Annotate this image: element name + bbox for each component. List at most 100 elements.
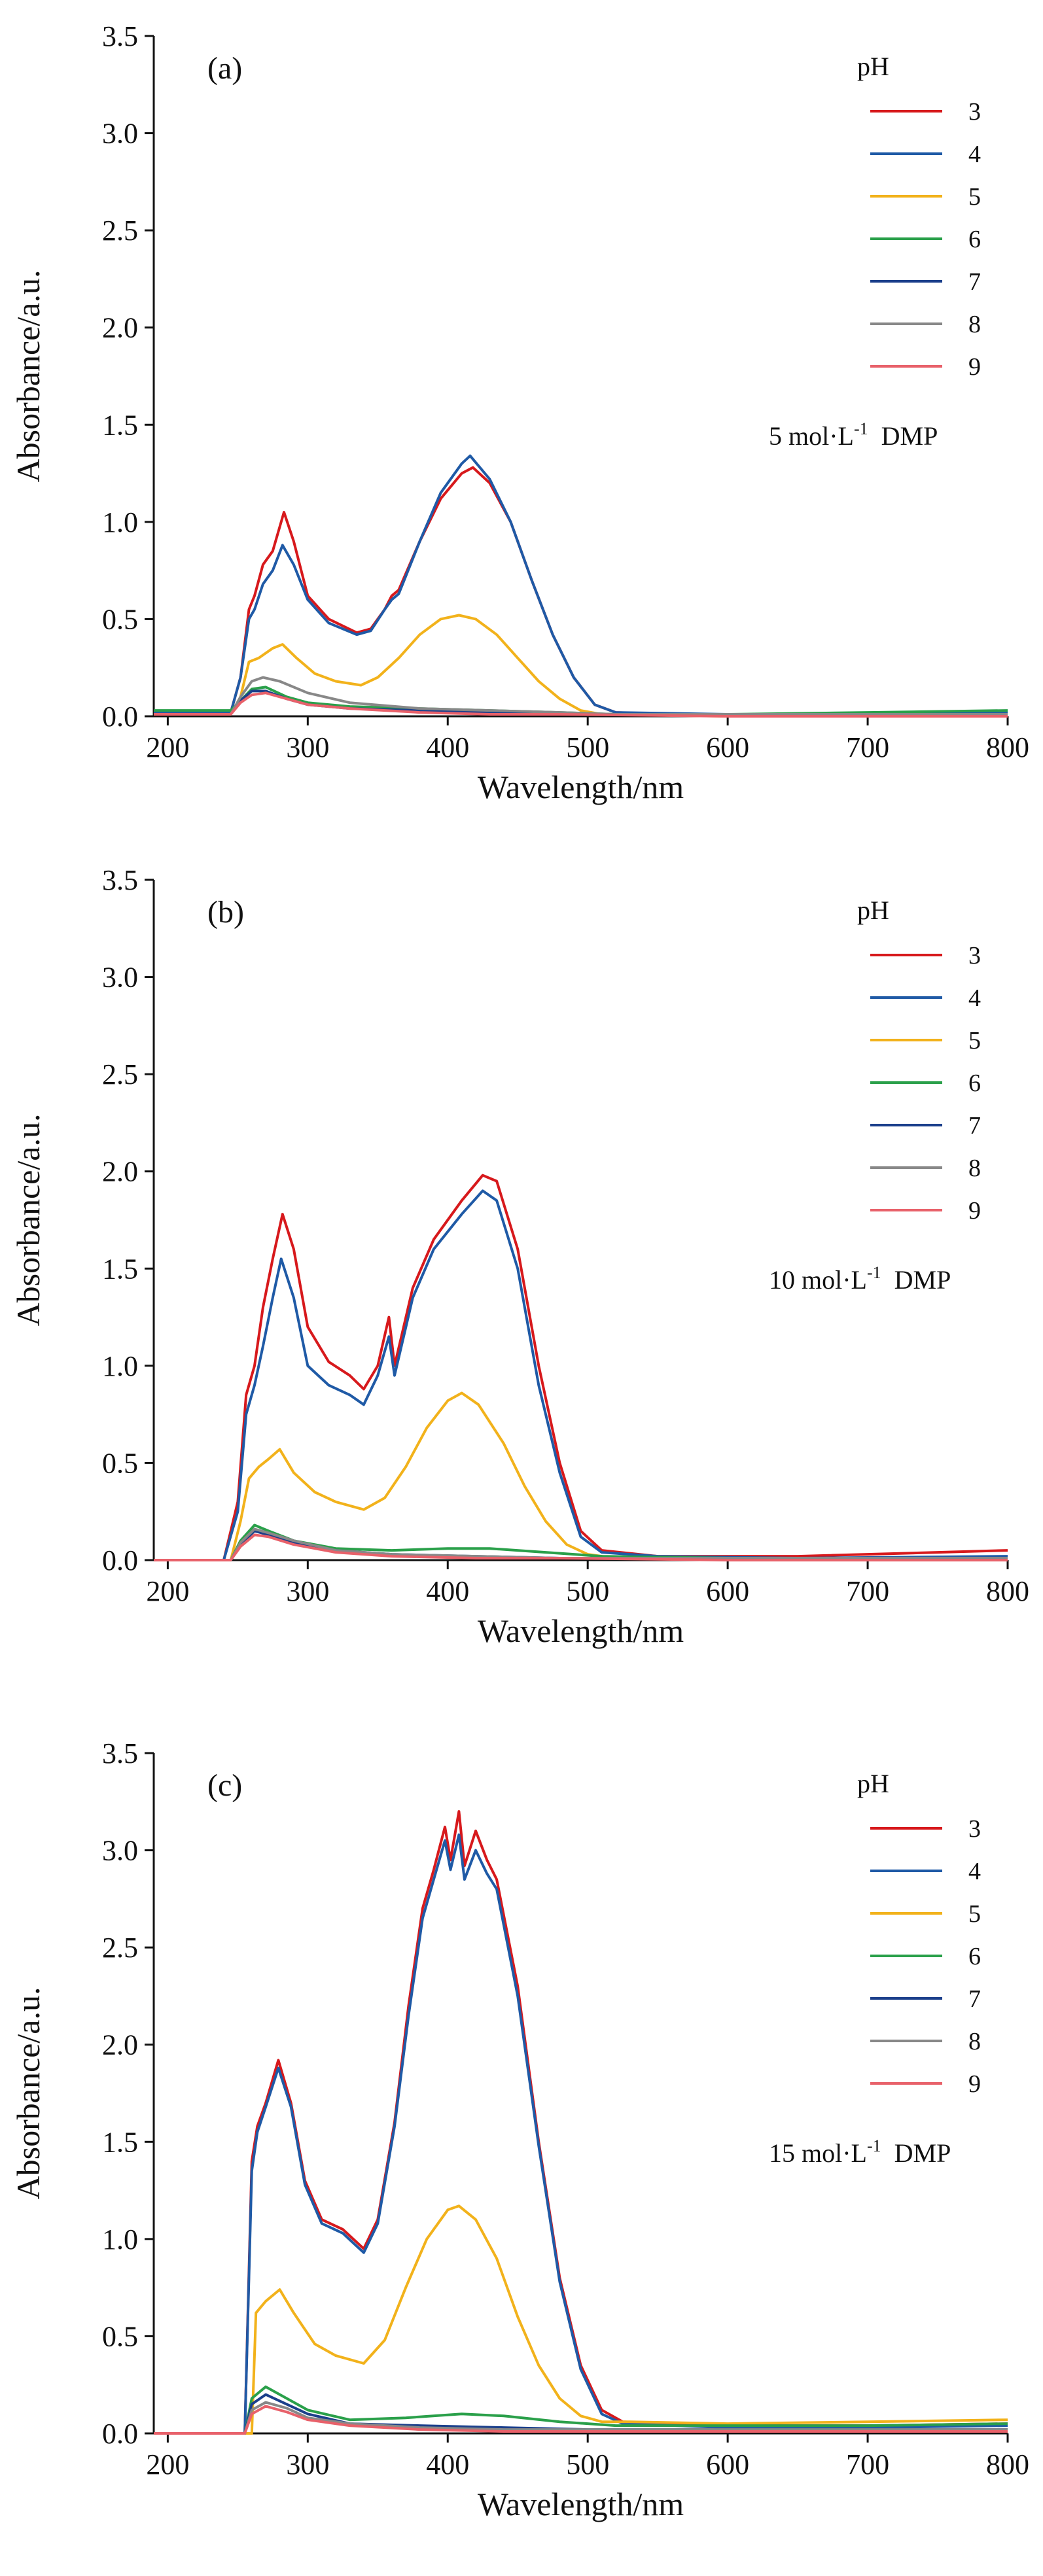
y-tick-label: 2.5 [102,1058,138,1090]
y-tick-label: 3.5 [102,20,138,52]
legend-label-ph-9: 9 [968,1197,981,1225]
legend-label-ph-5: 5 [968,183,981,211]
x-tick-label: 500 [566,1575,609,1607]
y-tick-label: 1.0 [102,2223,138,2255]
legend-label-ph-3: 3 [968,1815,981,1843]
legend-label-ph-8: 8 [968,1155,981,1182]
x-tick-label: 700 [846,2448,889,2480]
x-axis-title: Wavelength/nm [478,769,684,805]
legend-label-ph-7: 7 [968,268,981,296]
concentration-annotation: 10 mol·L-1 DMP [769,1263,951,1295]
panel-label: (a) [207,51,242,86]
y-tick-label: 1.5 [102,409,138,441]
series-line-ph-6 [154,2385,1008,2435]
x-tick-label: 600 [706,2448,749,2480]
y-tick-label: 2.0 [102,312,138,344]
y-tick-label: 0.0 [102,2418,138,2450]
x-tick-label: 300 [286,731,329,763]
y-axis-title: Absorbance/a.u. [10,270,46,483]
x-tick-label: 600 [706,1575,749,1607]
x-tick-label: 800 [986,731,1029,763]
x-tick-label: 600 [706,731,749,763]
annotation-prefix: 5 mol·L [769,421,854,451]
series-line-ph-5 [154,2204,1008,2435]
x-tick-label: 800 [986,2448,1029,2480]
annotation-suffix: DMP [881,1265,951,1295]
y-axis-title: Absorbance/a.u. [10,1987,46,2200]
y-axis-title: Absorbance/a.u. [10,1114,46,1327]
annotation-superscript: -1 [854,419,868,438]
legend-label-ph-9: 9 [968,2070,981,2098]
series-line-ph-4 [154,454,1008,716]
legend-label-ph-3: 3 [968,942,981,969]
x-axis-title: Wavelength/nm [478,1612,684,1649]
concentration-annotation: 15 mol·L-1 DMP [769,2136,951,2168]
x-tick-label: 400 [426,2448,469,2480]
legend-label-ph-8: 8 [968,311,981,338]
y-tick-label: 1.0 [102,506,138,538]
x-axis-title: Wavelength/nm [478,2486,684,2522]
y-tick-label: 1.0 [102,1350,138,1382]
series-line-ph-6 [154,1523,1008,1561]
x-tick-label: 500 [566,2448,609,2480]
series-line-ph-5 [154,614,1008,718]
concentration-annotation: 5 mol·L-1 DMP [769,419,938,451]
annotation-prefix: 15 mol·L [769,2138,867,2168]
annotation-suffix: DMP [868,421,938,451]
y-tick-label: 3.0 [102,962,138,994]
y-tick-label: 1.5 [102,1253,138,1285]
series-line-ph-9 [154,1533,1008,1561]
panel-label: (c) [207,1768,242,1803]
y-tick-label: 3.5 [102,864,138,896]
y-tick-label: 0.5 [102,1447,138,1479]
series-line-ph-9 [154,2405,1008,2435]
x-tick-label: 700 [846,1575,889,1607]
legend-label-ph-8: 8 [968,2028,981,2055]
chart-panel-0: 0.0 0.5 1.0 1.5 2.0 2.5 3.0 3.5 200 300 400 500 600 7… [10,20,1029,805]
legend-title: pH [857,896,889,925]
series-line-ph-4 [154,1189,1008,1561]
legend-label-ph-6: 6 [968,226,981,253]
x-tick-label: 800 [986,1575,1029,1607]
x-tick-label: 300 [286,2448,329,2480]
panel-label: (b) [207,895,244,930]
series-line-ph-5 [154,1391,1008,1561]
y-tick-label: 3.0 [102,118,138,150]
x-tick-label: 300 [286,1575,329,1607]
y-tick-label: 3.0 [102,1835,138,1867]
x-tick-label: 200 [146,2448,189,2480]
x-tick-label: 200 [146,1575,189,1607]
series-line-ph-9 [154,691,1008,718]
y-tick-label: 2.0 [102,2029,138,2061]
series-line-ph-3 [154,1810,1008,2435]
annotation-superscript: -1 [867,2136,881,2155]
legend-title: pH [857,1769,889,1798]
y-tick-label: 1.5 [102,2126,138,2158]
y-tick-label: 0.0 [102,1544,138,1576]
legend-label-ph-4: 4 [968,984,981,1012]
x-tick-label: 400 [426,731,469,763]
legend-label-ph-5: 5 [968,1027,981,1054]
legend-label-ph-3: 3 [968,98,981,126]
series-line-ph-8 [154,2401,1008,2435]
chart-panel-1: 0.0 0.5 1.0 1.5 2.0 2.5 3.0 3.5 200 300 400 500 600 7… [10,864,1029,1649]
y-tick-label: 0.5 [102,603,138,635]
legend-label-ph-4: 4 [968,1858,981,1885]
legend-label-ph-4: 4 [968,141,981,168]
series-line-ph-3 [154,1174,1008,1561]
x-tick-label: 200 [146,731,189,763]
y-tick-label: 0.5 [102,2320,138,2352]
x-tick-label: 700 [846,731,889,763]
annotation-prefix: 10 mol·L [769,1265,867,1295]
legend-label-ph-7: 7 [968,1112,981,1140]
y-tick-label: 3.5 [102,1737,138,1769]
y-tick-label: 2.0 [102,1156,138,1188]
x-tick-label: 500 [566,731,609,763]
y-tick-label: 0.0 [102,701,138,733]
series-line-ph-3 [154,466,1008,718]
legend-label-ph-9: 9 [968,353,981,381]
annotation-suffix: DMP [881,2138,951,2168]
annotation-superscript: -1 [867,1263,881,1282]
y-tick-label: 2.5 [102,215,138,247]
